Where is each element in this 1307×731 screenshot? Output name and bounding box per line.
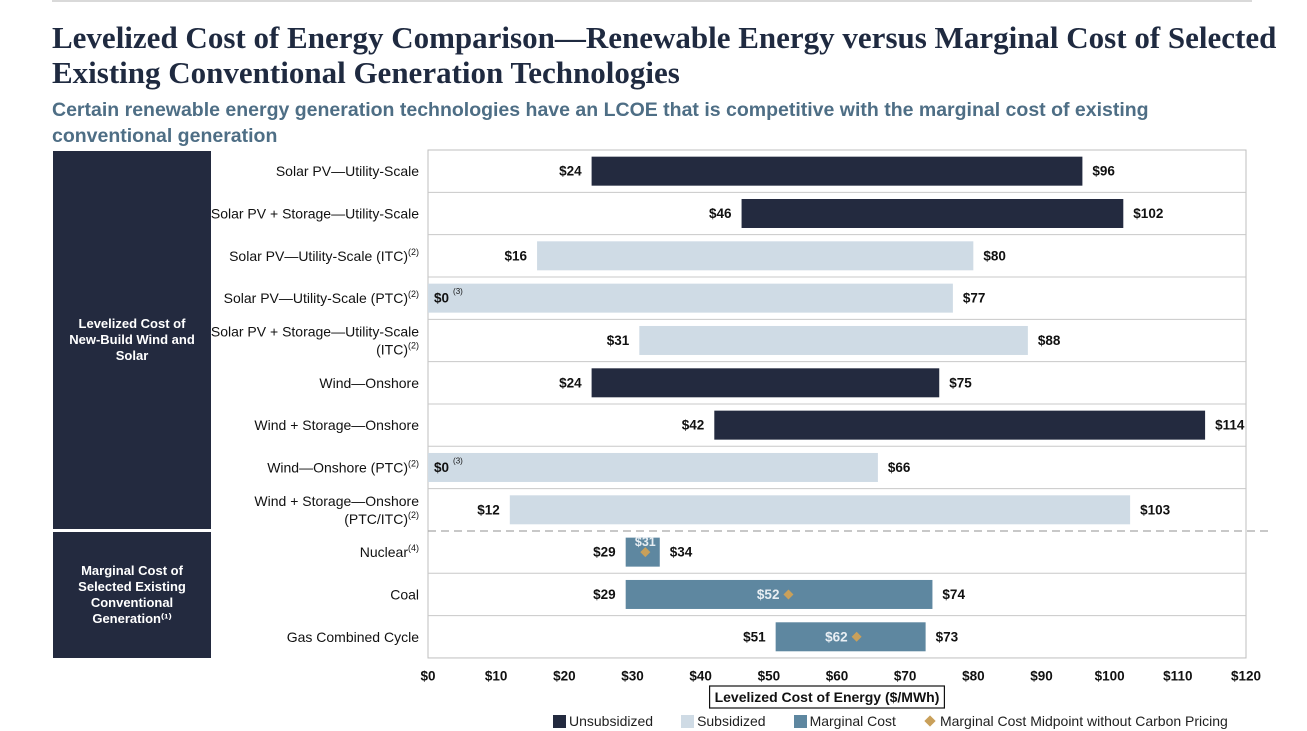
category-label: Solar PV + Storage—Utility-Scale: [211, 205, 419, 221]
bar-low-label: $16: [505, 248, 528, 263]
group-label-new-build-text: Levelized Cost of New-Build Wind and Sol…: [69, 316, 195, 363]
bar-low-label: $24: [559, 375, 582, 390]
category-footnote: (2): [408, 340, 419, 350]
category-label: Wind—Onshore (PTC)(2): [267, 458, 419, 475]
bar-low-footnote: (3): [453, 287, 463, 296]
range-bar: [428, 452, 878, 482]
category-label: Solar PV—Utility-Scale: [276, 163, 419, 179]
bar-low-label: $29: [593, 545, 616, 560]
category-footnote: (2): [408, 510, 419, 520]
bar-low-label: $46: [709, 206, 732, 221]
bar-low-label: $42: [682, 418, 705, 433]
chart-legend: Unsubsidized Subsidized Marginal Cost Ma…: [553, 712, 1256, 730]
midpoint-label: $62: [825, 629, 848, 644]
bar-high-label: $96: [1092, 164, 1115, 179]
x-tick-label: $30: [621, 669, 644, 684]
page-subtitle: Certain renewable energy generation tech…: [52, 99, 1149, 147]
bar-high-label: $80: [983, 248, 1006, 263]
x-tick-label: $90: [1030, 669, 1053, 684]
x-tick-label: $10: [485, 669, 508, 684]
x-tick-label: $70: [894, 669, 917, 684]
legend-item-midpoint: Marginal Cost Midpoint without Carbon Pr…: [924, 713, 1228, 729]
range-bar: [428, 283, 953, 313]
category-label: (PTC/ITC)(2): [344, 510, 419, 527]
category-footnote: (4): [408, 543, 419, 553]
page-title: Levelized Cost of Energy Comparison—Rene…: [52, 20, 1277, 90]
category-label: Gas Combined Cycle: [287, 629, 419, 645]
midpoint-label: $52: [757, 587, 780, 602]
x-tick-label: $0: [420, 669, 435, 684]
midpoint-diamond: [851, 631, 862, 642]
x-tick-label: $50: [758, 669, 781, 684]
x-tick-label: $60: [826, 669, 849, 684]
bar-high-label: $103: [1140, 502, 1171, 517]
x-axis-title: Levelized Cost of Energy ($/MWh): [715, 689, 940, 705]
bar-high-label: $77: [963, 291, 986, 306]
bar-low-label: $51: [743, 629, 766, 644]
legend-label-subsidized: Subsidized: [697, 713, 766, 729]
bar-high-label: $102: [1133, 206, 1163, 221]
x-tick-label: $80: [962, 669, 985, 684]
range-bar: [625, 579, 933, 609]
midpoint-label: $31: [635, 535, 656, 549]
bar-low-label: $31: [607, 333, 630, 348]
range-bar: [591, 156, 1083, 186]
category-footnote: (2): [408, 247, 419, 257]
legend-swatch-subsidized: [681, 714, 695, 728]
x-tick-label: $120: [1231, 669, 1261, 684]
bar-high-label: $34: [670, 545, 693, 560]
bar-high-label: $74: [942, 587, 965, 602]
x-tick-label: $20: [553, 669, 576, 684]
category-label: Nuclear(4): [360, 543, 419, 560]
x-tick-label: $40: [689, 669, 712, 684]
x-axis-title-box: [708, 685, 946, 709]
bar-low-label: $29: [593, 587, 616, 602]
legend-swatch-marginal: [793, 714, 807, 728]
midpoint-diamond: [640, 547, 651, 558]
x-tick-label: $100: [1095, 669, 1125, 684]
legend-diamond-midpoint: [924, 715, 936, 727]
legend-swatch-unsubsidized: [553, 714, 566, 728]
category-label: Solar PV + Storage—Utility-Scale: [211, 323, 419, 339]
range-bar: [537, 241, 974, 271]
legend-item-subsidized: Subsidized: [681, 713, 766, 729]
midpoint-diamond: [783, 589, 794, 600]
bar-high-label: $75: [949, 375, 972, 390]
category-label: Coal: [390, 586, 419, 602]
range-bar: [509, 495, 1131, 525]
x-tick-label: $110: [1163, 669, 1192, 684]
legend-item-unsubsidized: Unsubsidized: [553, 713, 653, 729]
category-label: Wind + Storage—Onshore: [254, 417, 419, 433]
top-rule: [52, 0, 1252, 2]
range-bar: [639, 325, 1028, 355]
category-label: Solar PV—Utility-Scale (PTC)(2): [224, 289, 419, 306]
category-footnote: (2): [408, 289, 419, 299]
group-label-marginal-cost-text: Marginal Cost of Selected Existing Conve…: [78, 563, 186, 626]
bar-low-label: $12: [477, 502, 500, 517]
range-bar: [714, 410, 1206, 440]
bar-high-label: $66: [888, 460, 911, 475]
range-bar: [741, 198, 1124, 228]
category-label: Wind + Storage—Onshore: [254, 493, 419, 509]
category-label: (ITC)(2): [376, 340, 419, 357]
category-footnote: (2): [408, 458, 419, 468]
legend-label-unsubsidized: Unsubsidized: [569, 713, 654, 729]
legend-label-marginal: Marginal Cost: [809, 713, 896, 729]
category-label: Solar PV—Utility-Scale (ITC)(2): [229, 247, 419, 264]
group-label-marginal-cost: Marginal Cost of Selected Existing Conve…: [53, 532, 211, 658]
group-label-new-build: Levelized Cost of New-Build Wind and Sol…: [53, 151, 211, 529]
range-bar: [775, 622, 926, 652]
bar-low-label: $24: [559, 164, 582, 179]
bar-high-label: $88: [1038, 333, 1061, 348]
bar-low-footnote: (3): [453, 456, 463, 465]
legend-label-midpoint: Marginal Cost Midpoint without Carbon Pr…: [939, 713, 1228, 729]
bar-high-label: $73: [936, 629, 959, 644]
category-label: Wind—Onshore: [319, 375, 419, 391]
legend-item-marginal: Marginal Cost: [793, 713, 896, 729]
bar-high-label: $114: [1215, 418, 1245, 433]
range-bar: [591, 368, 940, 398]
